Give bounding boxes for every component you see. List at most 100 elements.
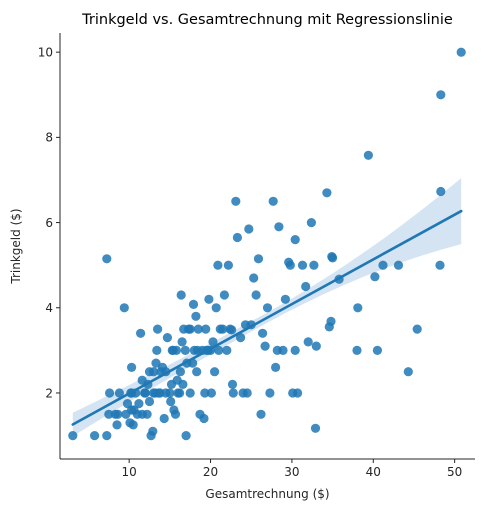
data-point (251, 290, 261, 300)
data-point (378, 260, 388, 270)
data-point (265, 388, 275, 398)
data-point (223, 260, 233, 270)
data-point (310, 423, 321, 433)
data-point (231, 196, 241, 206)
data-point (142, 409, 152, 419)
data-point (208, 337, 218, 347)
y-tick-label: 8 (45, 131, 53, 145)
y-tick-label: 2 (45, 386, 53, 400)
y-tick-label: 10 (38, 45, 53, 59)
data-point (206, 388, 216, 398)
data-point (285, 260, 295, 270)
data-point (258, 328, 268, 338)
data-point (456, 47, 466, 57)
data-point (200, 388, 210, 398)
data-point (153, 324, 163, 334)
data-point (303, 337, 313, 347)
data-point (260, 341, 270, 351)
data-point (297, 260, 308, 270)
data-point (151, 358, 161, 368)
x-tick-label: 10 (122, 465, 137, 479)
data-point (436, 90, 446, 100)
data-point (102, 254, 112, 264)
data-point (177, 337, 187, 347)
data-point (290, 235, 300, 245)
data-point (144, 396, 155, 407)
ticks-layer: 10 20 30 40 50 2 4 6 8 10 (38, 45, 463, 479)
data-point (102, 431, 112, 441)
data-point (228, 388, 238, 398)
data-point (140, 388, 150, 398)
data-point (219, 290, 229, 300)
data-point (309, 260, 319, 270)
data-point (176, 290, 186, 300)
data-point (352, 345, 362, 355)
data-point (412, 324, 422, 334)
data-point (271, 362, 281, 372)
data-point (204, 294, 214, 304)
x-tick-label: 20 (203, 465, 218, 479)
regression-layer (71, 209, 463, 426)
data-point (222, 345, 232, 355)
data-point (268, 196, 278, 206)
regression-line (71, 209, 463, 426)
data-point (188, 299, 199, 309)
data-point (274, 222, 284, 232)
data-point (112, 420, 122, 430)
y-tick-label: 4 (45, 301, 53, 315)
data-point (242, 388, 252, 398)
data-point (166, 396, 176, 407)
data-point (199, 413, 209, 424)
data-point (152, 345, 162, 355)
data-point (363, 150, 373, 160)
y-tick-label: 6 (45, 216, 53, 230)
data-point (280, 294, 290, 304)
data-point (104, 409, 114, 419)
data-point (90, 431, 100, 441)
data-point (148, 426, 158, 436)
data-point (436, 186, 446, 197)
data-point (372, 345, 382, 355)
data-point (218, 324, 228, 334)
data-point (370, 272, 380, 282)
x-tick-label: 40 (366, 465, 381, 479)
data-point (170, 409, 181, 419)
data-point (162, 333, 172, 343)
x-tick-label: 50 (447, 465, 462, 479)
data-point (306, 218, 316, 228)
data-point (68, 431, 78, 441)
data-point (236, 333, 246, 343)
data-point (353, 303, 363, 313)
points-layer (68, 47, 466, 441)
data-point (149, 367, 159, 377)
data-point (322, 188, 332, 198)
data-point (227, 325, 237, 335)
data-point (403, 367, 413, 377)
data-point (136, 328, 146, 338)
data-point (328, 253, 338, 263)
data-point (278, 345, 288, 355)
data-point (232, 232, 242, 243)
chart-title: Trinkgeld vs. Gesamtrechnung mit Regress… (81, 12, 453, 28)
data-point (244, 224, 254, 234)
data-point (326, 316, 336, 326)
data-point (134, 399, 144, 409)
data-point (211, 303, 221, 313)
data-point (256, 409, 266, 419)
data-point (290, 345, 300, 355)
data-point (213, 260, 223, 270)
data-point (210, 367, 220, 377)
data-point (127, 362, 137, 372)
data-point (175, 367, 185, 377)
data-point (113, 409, 123, 419)
data-point (214, 345, 224, 355)
data-point (159, 413, 169, 424)
data-point (192, 367, 202, 377)
data-point (435, 260, 445, 270)
data-point (227, 379, 238, 389)
x-axis-label: Gesamtrechnung ($) (205, 487, 329, 501)
data-point (253, 254, 264, 264)
data-point (293, 388, 303, 398)
data-point (393, 260, 404, 270)
